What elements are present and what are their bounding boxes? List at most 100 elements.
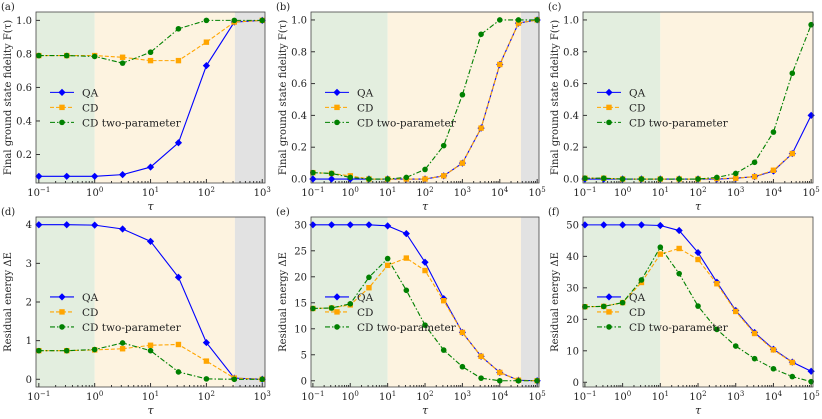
region-green xyxy=(583,12,661,183)
y-tick-label: 0.2 xyxy=(563,143,579,154)
data-point xyxy=(675,226,683,235)
data-point xyxy=(459,91,466,98)
legend-marker xyxy=(334,309,340,315)
panel-label: (b) xyxy=(276,2,290,13)
data-point xyxy=(770,167,777,173)
data-point xyxy=(497,369,503,376)
x-tick-label: 102 xyxy=(198,390,215,403)
data-point xyxy=(422,267,428,274)
data-point xyxy=(35,172,43,180)
y-tick-label: 0.6 xyxy=(563,79,579,90)
legend-marker xyxy=(605,293,613,301)
y-tick-label: 25 xyxy=(294,246,307,257)
legend-label: CD xyxy=(357,307,373,319)
exponent: 1 xyxy=(392,186,396,194)
x-tick-label: 101 xyxy=(142,186,159,199)
data-point xyxy=(231,376,238,383)
exponent: 1 xyxy=(664,390,668,398)
data-point xyxy=(657,244,664,251)
exponent: 5 xyxy=(541,390,545,398)
data-point xyxy=(657,176,664,182)
data-point xyxy=(327,175,336,183)
exponent: 4 xyxy=(504,186,509,194)
y-tick-label: 1 xyxy=(26,336,32,347)
exponent: 0 xyxy=(627,186,631,194)
x-tick-label: 103 xyxy=(727,390,744,403)
data-point xyxy=(328,170,335,177)
x-tick-label: 103 xyxy=(454,390,471,403)
region-green xyxy=(311,12,388,183)
data-point xyxy=(384,255,391,262)
legend-marker xyxy=(59,324,65,330)
data-point xyxy=(63,221,71,229)
data-point xyxy=(656,221,664,230)
data-point xyxy=(202,338,210,347)
y-tick-label: 15 xyxy=(294,298,307,309)
data-point xyxy=(422,176,428,182)
x-tick-label: 105 xyxy=(529,390,546,403)
y-tick-label: 10 xyxy=(566,346,579,357)
x-tick-label: 10−1 xyxy=(27,186,50,199)
data-point xyxy=(403,174,410,181)
data-point xyxy=(146,237,155,245)
panel-label: (a) xyxy=(1,2,15,13)
data-point xyxy=(695,303,701,309)
y-tick-label: 0 xyxy=(26,375,32,386)
exponent: 3 xyxy=(740,186,744,194)
exponent: 2 xyxy=(702,186,706,194)
y-tick-label: 0.4 xyxy=(563,111,579,122)
data-point xyxy=(657,251,664,257)
data-point xyxy=(366,176,372,182)
x-axis-label: τ xyxy=(422,200,429,213)
exponent: 5 xyxy=(815,390,819,398)
panel-c: 0.00.20.40.60.81.010−1 100 101 102 103 104 105… xyxy=(548,2,820,213)
exponent: 2 xyxy=(211,390,215,398)
exponent: −1 xyxy=(40,390,50,398)
legend-label: QA xyxy=(357,87,374,99)
legend-marker xyxy=(606,104,612,111)
y-tick-label: 0.4 xyxy=(16,116,32,127)
data-point xyxy=(534,377,540,384)
panel-label: (d) xyxy=(1,207,15,218)
data-point xyxy=(714,326,720,333)
data-point xyxy=(365,221,373,229)
data-point xyxy=(807,367,815,375)
legend-marker xyxy=(333,293,341,301)
y-tick-label: 0.4 xyxy=(291,111,307,122)
data-point xyxy=(384,176,391,182)
data-point xyxy=(770,365,777,372)
x-tick-label: 100 xyxy=(86,390,103,403)
data-point xyxy=(770,347,777,353)
x-tick-label: 103 xyxy=(254,390,271,403)
data-point xyxy=(478,353,484,360)
exponent: 5 xyxy=(815,186,819,194)
data-point xyxy=(119,60,126,66)
x-axis-label: τ xyxy=(695,404,702,417)
y-tick-label: 0.2 xyxy=(291,143,307,154)
axes-frame xyxy=(310,11,540,184)
exponent: −1 xyxy=(314,186,324,194)
data-point xyxy=(202,62,210,70)
data-point xyxy=(600,221,608,229)
y-tick-label: 1.0 xyxy=(291,15,307,26)
data-point xyxy=(175,341,182,348)
exponent: 1 xyxy=(155,186,159,194)
panel-label: (e) xyxy=(276,207,290,218)
x-tick-label: 104 xyxy=(491,186,509,199)
legend-marker xyxy=(58,293,66,301)
y-axis-label: Residual energy ΔE xyxy=(550,252,561,352)
y-axis-label: Residual energy ΔE xyxy=(278,252,289,352)
x-tick-label: 103 xyxy=(727,186,744,199)
data-point xyxy=(789,70,796,77)
data-point xyxy=(789,373,796,380)
legend-marker xyxy=(59,104,65,111)
data-point xyxy=(459,160,466,166)
data-point xyxy=(310,305,316,312)
data-point xyxy=(231,17,238,24)
y-tick-label: 0 xyxy=(573,378,579,389)
x-axis-label: τ xyxy=(147,404,154,417)
data-point xyxy=(789,150,795,157)
data-point xyxy=(638,176,645,182)
axes-frame xyxy=(35,216,266,388)
